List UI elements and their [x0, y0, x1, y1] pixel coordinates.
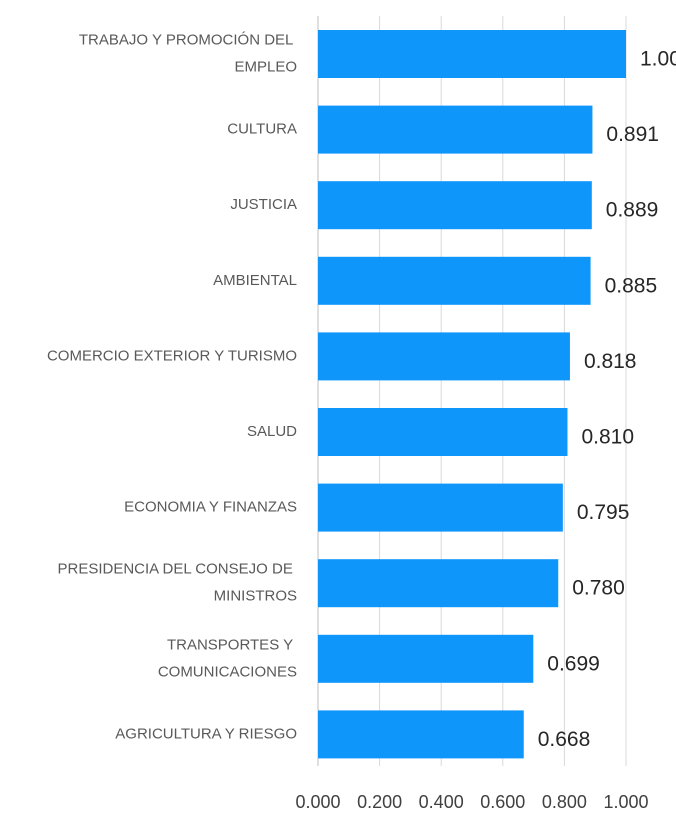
- bar: [318, 30, 626, 78]
- data-label: 0.780: [572, 577, 625, 600]
- y-tick-label: JUSTICIA: [230, 196, 297, 213]
- x-tick-label: 0.800: [542, 792, 587, 812]
- bar: [318, 634, 534, 683]
- x-tick-label: 0.600: [480, 792, 525, 812]
- data-label: 0.818: [584, 350, 637, 373]
- data-label: 0.810: [581, 426, 634, 449]
- bar: [318, 408, 568, 456]
- x-tick-label: 0.000: [295, 792, 340, 812]
- data-label: 0.795: [577, 501, 630, 524]
- data-label: 1.000: [640, 48, 676, 71]
- x-tick-label: 0.200: [357, 792, 402, 812]
- y-tick-label: COMERCIO EXTERIOR Y TURISMO: [47, 347, 297, 364]
- bar: [318, 559, 559, 608]
- data-label: 0.889: [606, 199, 659, 222]
- y-tick-label: ECONOMIA Y FINANZAS: [124, 499, 297, 516]
- data-label: 0.891: [606, 123, 659, 146]
- bar: [318, 105, 593, 154]
- data-label: 0.885: [605, 274, 658, 297]
- y-tick-label: TRANSPORTES Y COMUNICACIONES: [158, 636, 297, 680]
- y-tick-label: CULTURA: [227, 121, 297, 138]
- data-label: 0.668: [538, 728, 591, 751]
- y-tick-label: AGRICULTURA Y RIESGO: [115, 725, 297, 742]
- y-tick-label: PRESIDENCIA DEL CONSEJO DE MINISTROS: [57, 561, 297, 605]
- data-label: 0.699: [547, 652, 600, 675]
- y-tick-label: AMBIENTAL: [213, 272, 297, 289]
- x-tick-label: 0.400: [419, 792, 464, 812]
- y-tick-label: TRABAJO Y PROMOCIÓN DEL EMPLEO: [79, 31, 297, 75]
- bar: [318, 332, 570, 381]
- x-tick-label: 1.000: [603, 792, 648, 812]
- bar: [318, 256, 591, 305]
- bar: [318, 181, 592, 230]
- bar: [318, 710, 524, 759]
- y-tick-label: SALUD: [247, 423, 297, 440]
- bar: [318, 483, 563, 532]
